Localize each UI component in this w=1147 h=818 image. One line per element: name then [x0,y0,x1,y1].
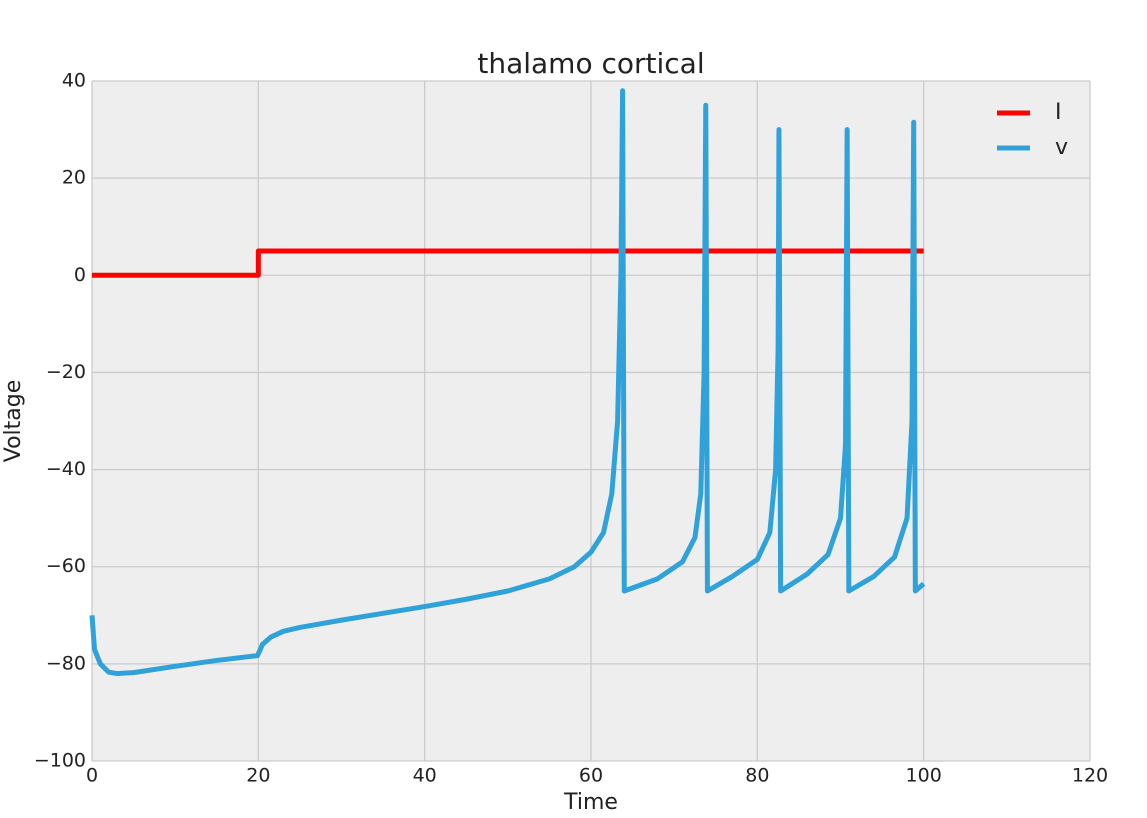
series-line [89,88,926,677]
legend-label: v [1055,135,1068,160]
x-tick-label: 20 [246,765,270,787]
y-tick-label: 20 [62,167,86,189]
series-line [92,248,924,278]
y-tick-label: −20 [46,361,86,383]
x-axis-label: Time [563,790,618,815]
y-axis-label: Voltage [1,380,26,463]
x-tick-label: 100 [906,765,942,787]
y-tick-label: −60 [46,555,86,577]
x-tick-label: 0 [86,765,98,787]
x-tick-label: 120 [1072,765,1108,787]
y-tick-label: −40 [46,458,86,480]
y-tick-label: 0 [74,264,86,286]
y-tick-label: 40 [62,70,86,92]
x-tick-label: 80 [745,765,769,787]
chart-title: thalamo cortical [477,47,704,80]
y-tick-label: −80 [46,652,86,674]
y-tick-label: −100 [34,750,86,772]
legend-label: I [1055,100,1062,125]
x-tick-label: 40 [413,765,437,787]
x-tick-label: 60 [579,765,603,787]
